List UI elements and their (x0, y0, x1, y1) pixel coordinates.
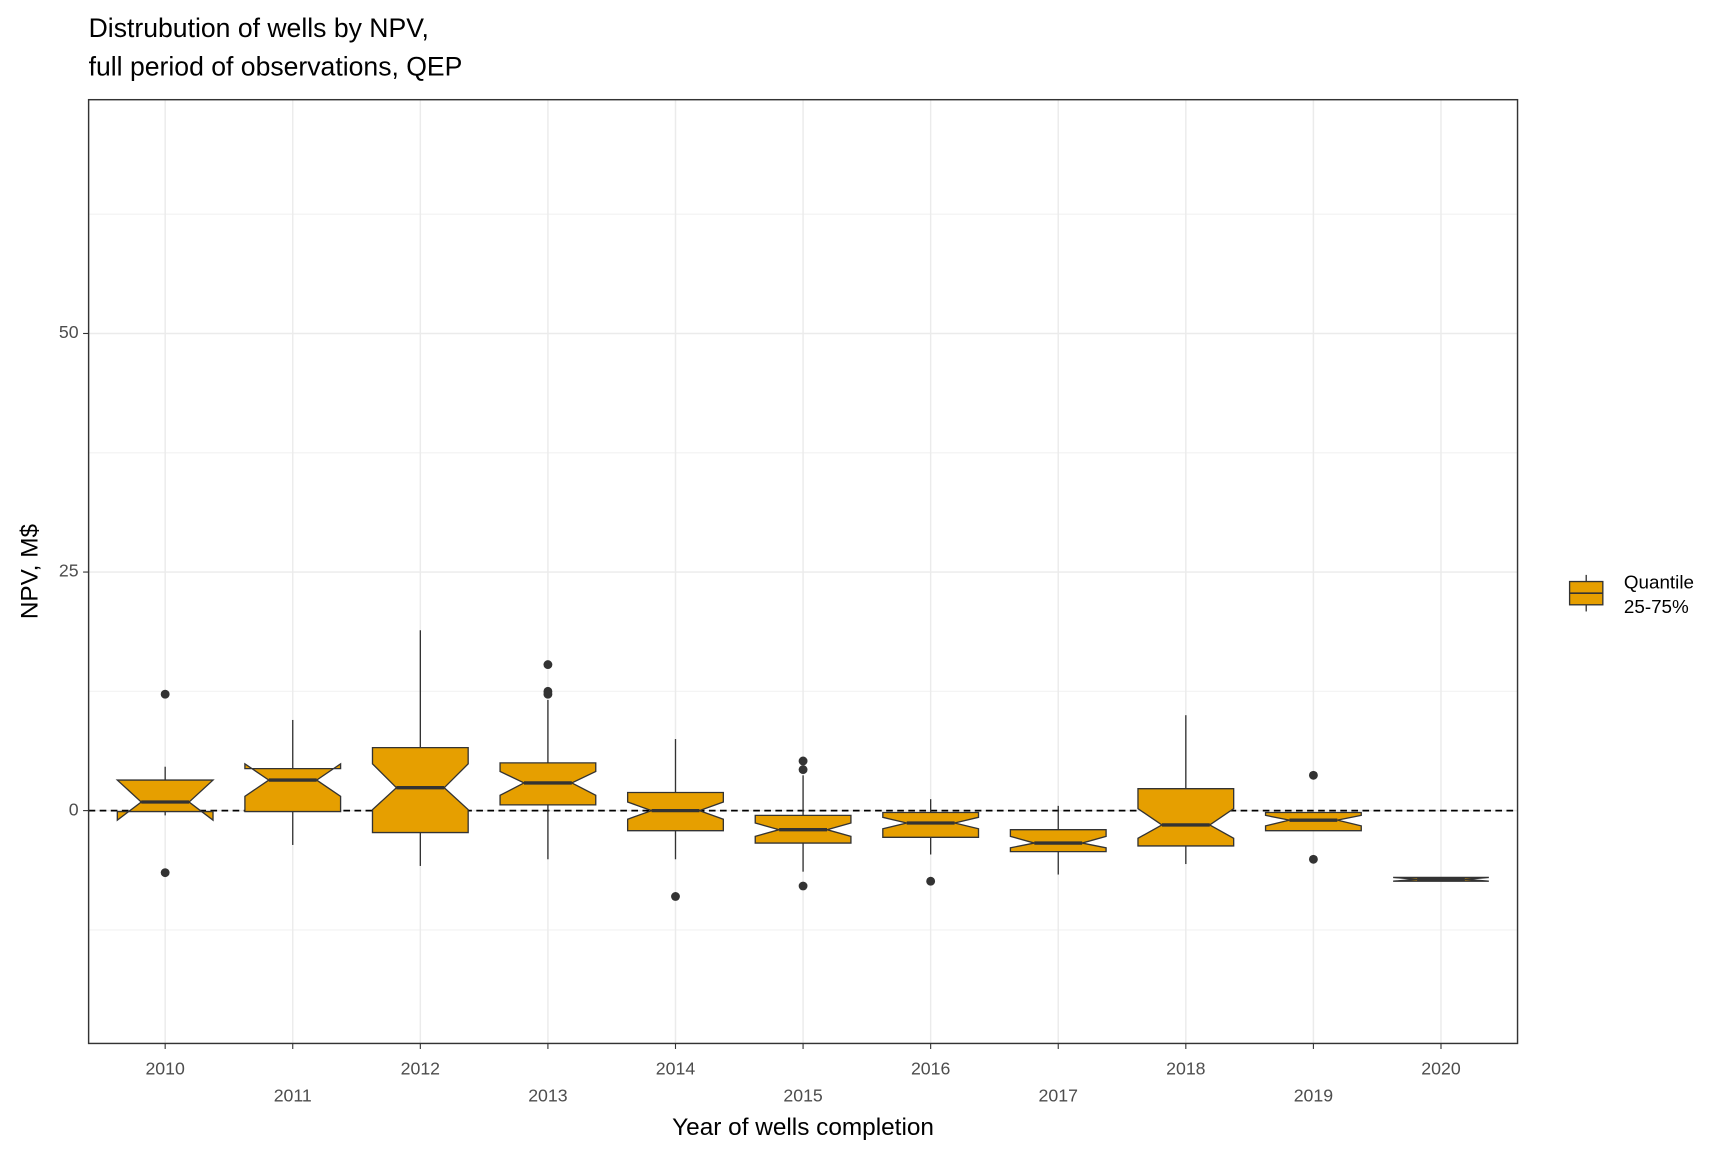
box (1137, 787, 1235, 847)
outlier (1308, 854, 1318, 864)
outlier (798, 756, 808, 766)
x-tick-label: 2019 (1294, 1085, 1334, 1105)
y-axis-label: NPV, M$ (16, 524, 43, 620)
outlier (543, 689, 553, 699)
legend-label: Quantile (1624, 572, 1694, 593)
x-tick-label: 2016 (911, 1059, 951, 1079)
box (244, 762, 342, 813)
y-tick-label: 25 (59, 561, 79, 581)
y-tick-label: 0 (69, 799, 79, 819)
outlier (160, 689, 170, 699)
outlier (926, 876, 936, 886)
outlier (671, 892, 680, 901)
x-tick-label: 2014 (656, 1059, 696, 1079)
box (371, 746, 469, 834)
chart-title: Distrubution of wells by NPV, (89, 13, 429, 43)
box (882, 811, 980, 838)
x-tick-label: 2012 (401, 1059, 440, 1079)
x-tick-label: 2015 (783, 1085, 823, 1105)
x-tick-label: 2013 (528, 1085, 568, 1105)
legend-label: 25-75% (1624, 596, 1689, 617)
outlier (798, 765, 808, 775)
box (1009, 829, 1107, 853)
x-tick-label: 2011 (274, 1085, 312, 1105)
y-tick-label: 50 (59, 322, 79, 342)
outlier (798, 881, 808, 891)
outlier (160, 868, 170, 878)
x-tick-label: 2010 (145, 1059, 185, 1079)
x-tick-label: 2017 (1039, 1085, 1078, 1105)
x-tick-label: 2020 (1421, 1059, 1461, 1079)
box (115, 779, 215, 822)
chart-title: full period of observations, QEP (89, 52, 463, 82)
x-tick-label: 2018 (1166, 1059, 1206, 1079)
outlier (1308, 770, 1318, 780)
x-axis-label: Year of wells completion (672, 1114, 934, 1141)
outlier (543, 660, 553, 670)
